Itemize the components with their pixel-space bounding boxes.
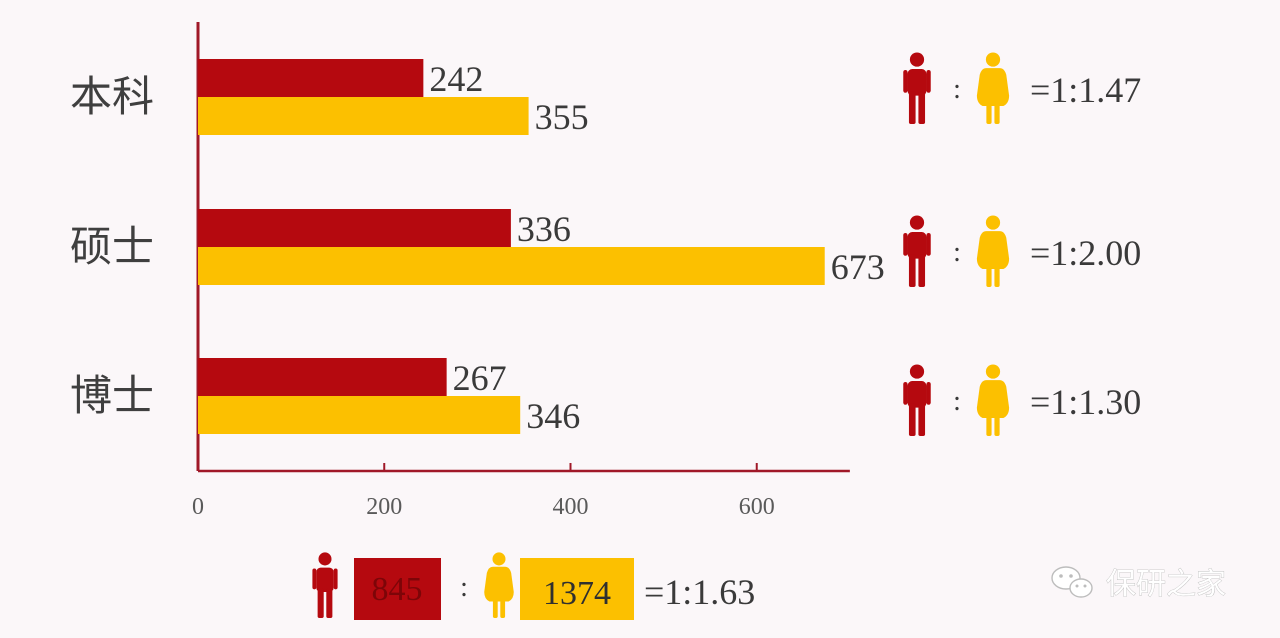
x-tick-label-2: 400	[552, 494, 588, 520]
bar-female-2	[198, 396, 521, 434]
ratio-colon: :	[953, 237, 961, 268]
ratio-text: =1:1.47	[1030, 70, 1141, 110]
x-tick-label-0: 0	[192, 494, 204, 520]
bar-male-1	[198, 209, 511, 247]
ratio-colon: :	[953, 74, 961, 105]
bar-female-0	[198, 97, 529, 135]
x-tick-label-1: 200	[366, 494, 402, 520]
x-tick-label-3: 600	[739, 494, 775, 520]
category-label-1: 硕士	[70, 222, 154, 271]
bar-male-0	[198, 59, 424, 97]
male-total-value: 845	[372, 571, 423, 608]
gender-ratio-rows: : =1:1.47: =1:2.00: =1:1.30	[903, 52, 1141, 436]
value-label-male-0: 242	[429, 59, 483, 99]
watermark-text: 保研之家	[1106, 567, 1226, 602]
male-person-icon	[312, 552, 338, 618]
chart-bars	[198, 59, 825, 434]
category-label-0: 本科	[70, 72, 154, 121]
value-label-male-1: 336	[517, 209, 571, 249]
male-person-icon	[903, 215, 931, 287]
value-label-female-0: 355	[535, 97, 589, 137]
totals-row: 845: 1374 =1:1.63	[312, 552, 755, 620]
female-person-icon	[484, 552, 514, 618]
wechat-icon	[1051, 566, 1093, 598]
male-total-box	[354, 558, 441, 620]
totals-ratio-text: =1:1.63	[644, 572, 755, 612]
female-person-icon	[976, 364, 1010, 436]
value-labels: 242 355 336 673 267 346	[429, 59, 884, 436]
ratio-row-0: : =1:1.47	[903, 52, 1141, 125]
female-total-box	[520, 558, 634, 620]
ratio-text: =1:2.00	[1030, 233, 1141, 273]
female-total-value: 1374	[543, 575, 611, 612]
ratio-text: =1:1.30	[1030, 382, 1141, 422]
value-label-female-1: 673	[831, 247, 885, 287]
watermark: 保研之家	[1051, 566, 1226, 602]
category-label-2: 博士	[70, 371, 154, 420]
x-axis-ticks: 0 200 400 600	[192, 463, 775, 520]
bar-male-2	[198, 358, 447, 396]
female-person-icon	[976, 215, 1010, 287]
male-person-icon	[903, 364, 931, 436]
ratio-row-1: : =1:2.00	[903, 215, 1141, 287]
female-person-icon	[976, 52, 1010, 125]
bar-female-1	[198, 247, 825, 285]
ratio-row-2: : =1:1.30	[903, 364, 1141, 436]
value-label-female-2: 346	[526, 396, 580, 436]
value-label-male-2: 267	[453, 358, 507, 398]
male-person-icon	[903, 52, 931, 125]
ratio-colon: :	[953, 386, 961, 417]
totals-colon: :	[460, 572, 468, 603]
